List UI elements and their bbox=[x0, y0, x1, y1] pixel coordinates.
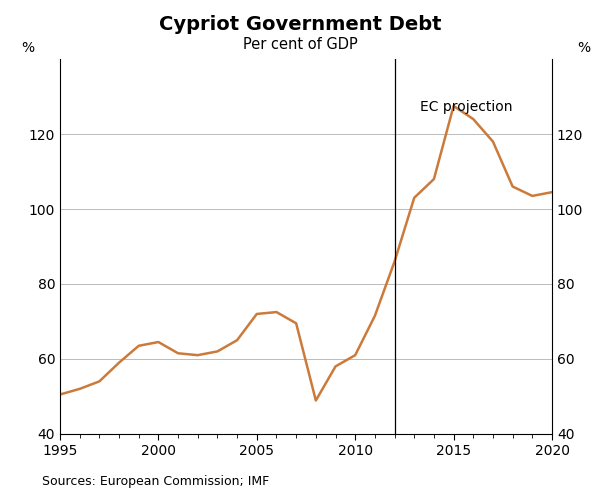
Text: Sources: European Commission; IMF: Sources: European Commission; IMF bbox=[42, 475, 269, 488]
Text: %: % bbox=[577, 41, 590, 55]
Text: %: % bbox=[22, 41, 35, 55]
Text: Per cent of GDP: Per cent of GDP bbox=[242, 37, 358, 52]
Text: Cypriot Government Debt: Cypriot Government Debt bbox=[159, 15, 441, 34]
Text: EC projection: EC projection bbox=[420, 101, 512, 114]
